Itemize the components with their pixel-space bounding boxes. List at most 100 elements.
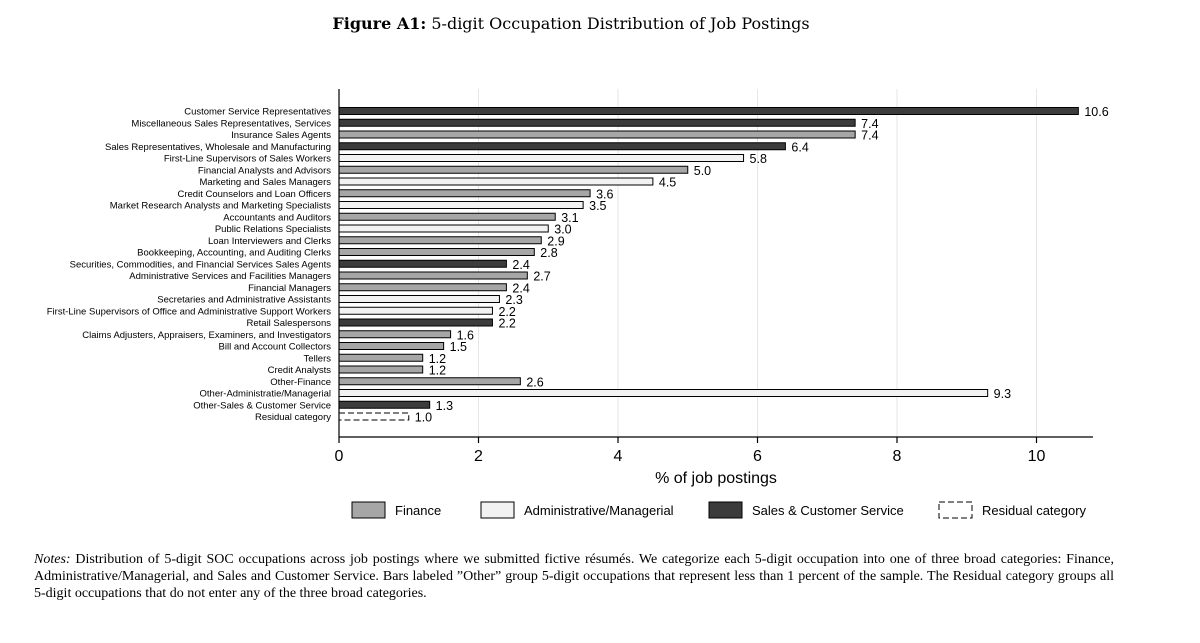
x-tick-label: 10	[1028, 448, 1046, 465]
bar-finance	[338, 353, 424, 362]
legend: Finance Administrative/Managerial Sales & …	[351, 501, 1087, 519]
value-label: 2.4	[512, 281, 529, 295]
figure-label: Figure A1:	[332, 14, 427, 33]
legend-label-residual: Residual category	[982, 503, 1087, 518]
bar-finance	[338, 342, 445, 350]
value-label: 3.1	[561, 211, 578, 225]
bar-chart: Customer Service RepresentativesMiscella…	[47, 89, 1109, 519]
x-tick-label: 0	[335, 448, 344, 465]
bar-finance	[338, 271, 528, 280]
notes-label: Notes:	[34, 552, 71, 567]
x-tick-label: 4	[614, 448, 623, 465]
x-tick-label: 8	[893, 448, 902, 465]
value-label: 6.4	[791, 140, 808, 154]
bar-sales	[338, 318, 493, 327]
category-label: Sales Representatives, Wholesale and Man…	[105, 142, 331, 153]
value-label: 10.6	[1084, 105, 1108, 119]
bar-residual	[338, 412, 410, 421]
category-label: Securities, Commodities, and Financial S…	[70, 259, 332, 270]
category-label: Financial Managers	[248, 283, 331, 294]
bar-sales	[338, 107, 1079, 115]
x-tick-label: 6	[753, 448, 762, 465]
value-label: 2.4	[512, 258, 529, 272]
bar-admin	[338, 389, 989, 397]
value-label: 1.0	[415, 411, 432, 425]
value-label: 1.3	[436, 399, 453, 413]
category-label: Financial Analysts and Advisors	[198, 165, 331, 176]
figure-notes: Notes: Distribution of 5-digit SOC occup…	[34, 551, 1114, 602]
category-label: Bookkeeping, Accounting, and Auditing Cl…	[137, 248, 331, 259]
bars	[338, 107, 1079, 421]
value-label: 5.0	[694, 164, 711, 178]
value-label: 1.6	[457, 328, 474, 342]
bar-admin	[338, 295, 500, 303]
bar-finance	[338, 365, 424, 374]
bar-admin	[338, 224, 549, 233]
value-label: 7.4	[861, 117, 878, 131]
figure-title: Figure A1: 5-digit Occupation Distributi…	[0, 14, 1142, 33]
category-label: Accountants and Auditors	[223, 212, 331, 223]
category-label: First-Line Supervisors of Office and Adm…	[47, 306, 331, 317]
bar-finance	[338, 212, 556, 221]
bar-finance	[338, 165, 689, 174]
bar-admin	[338, 201, 584, 209]
bar-sales	[338, 142, 786, 151]
legend-swatch-finance	[351, 501, 386, 519]
bar-finance	[338, 283, 507, 292]
value-label: 3.0	[554, 223, 571, 237]
category-label: Tellers	[304, 353, 332, 364]
category-label: Retail Salespersons	[247, 318, 332, 329]
gridlines	[478, 89, 1037, 437]
legend-swatch-admin	[480, 501, 515, 519]
value-label: 2.3	[505, 293, 522, 307]
value-label: 5.8	[750, 152, 767, 166]
bar-finance	[338, 189, 591, 198]
category-label: Credit Counselors and Loan Officers	[178, 189, 332, 200]
legend-swatch-residual	[938, 501, 973, 519]
value-label: 2.2	[498, 317, 515, 331]
legend-label-sales: Sales & Customer Service	[752, 503, 904, 518]
bar-admin	[338, 306, 493, 315]
bar-finance	[338, 236, 542, 245]
legend-label-finance: Finance	[395, 503, 441, 518]
bar-sales	[338, 259, 507, 268]
bar-sales	[338, 118, 856, 127]
bar-finance	[338, 377, 521, 386]
x-axis-title: % of job postings	[655, 470, 777, 487]
category-label: Administrative Services and Facilities M…	[129, 271, 331, 282]
category-label: Other-Administratie/Managerial	[200, 389, 331, 400]
category-label: Public Relations Specialists	[215, 224, 331, 235]
category-label: Credit Analysts	[268, 365, 332, 376]
value-label: 2.2	[498, 305, 515, 319]
category-label: Insurance Sales Agents	[231, 130, 331, 141]
legend-label-admin: Administrative/Managerial	[524, 503, 674, 518]
category-label: Market Research Analysts and Marketing S…	[110, 201, 331, 212]
value-label: 1.2	[429, 352, 446, 366]
value-label: 3.6	[596, 187, 613, 201]
value-label: 4.5	[659, 176, 676, 190]
value-label: 2.6	[526, 375, 543, 389]
category-label: Bill and Account Collectors	[219, 342, 332, 353]
bar-finance	[338, 130, 856, 139]
value-label: 2.9	[547, 234, 564, 248]
value-label: 9.3	[994, 387, 1011, 401]
bar-admin	[338, 177, 654, 186]
bar-sales	[338, 400, 431, 409]
x-tick-label: 2	[474, 448, 483, 465]
value-labels: 10.6 7.47.4 6.4 5.8 5.0 4.5 3.63.5 3.13.02.92.8…	[415, 105, 1109, 425]
value-label: 2.7	[533, 270, 550, 284]
axes: 0 2 4 6 8 10 % of job postings	[335, 89, 1093, 487]
value-label: 2.8	[540, 246, 557, 260]
notes-text: Distribution of 5-digit SOC occupations …	[34, 552, 1114, 601]
category-label: Claims Adjusters, Appraisers, Examiners,…	[82, 330, 331, 341]
category-label: Customer Service Representatives	[184, 107, 331, 118]
category-labels: Customer Service RepresentativesMiscella…	[47, 107, 331, 424]
bar-finance	[338, 330, 452, 339]
category-label: Marketing and Sales Managers	[200, 177, 332, 188]
figure-title-text: 5-digit Occupation Distribution of Job P…	[431, 14, 810, 33]
category-label: First-Line Supervisors of Sales Workers	[164, 154, 331, 165]
legend-swatch-sales	[708, 501, 743, 519]
value-label: 1.2	[429, 364, 446, 378]
value-label: 7.4	[861, 129, 878, 143]
category-label: Loan Interviewers and Clerks	[208, 236, 331, 247]
